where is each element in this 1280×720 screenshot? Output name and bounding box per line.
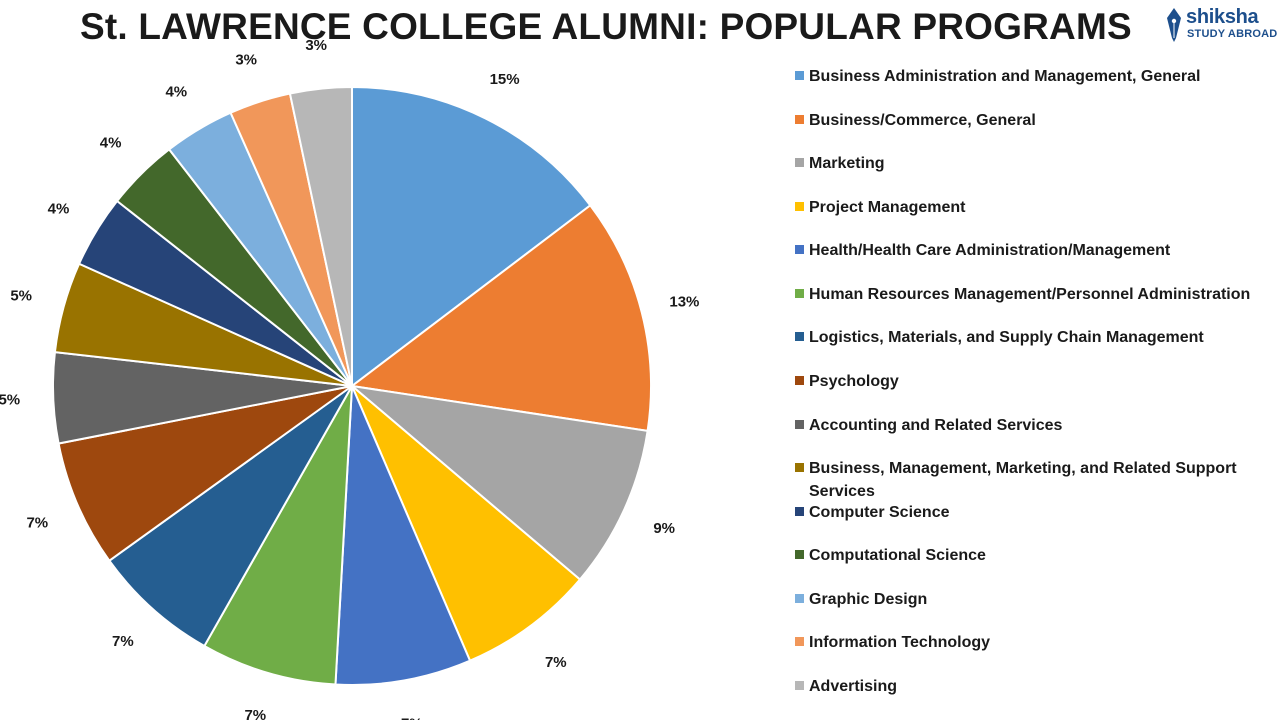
data-label-12: 4% <box>165 83 187 100</box>
legend-swatch <box>795 376 804 385</box>
logo-name: shiksha <box>1186 6 1259 28</box>
legend-swatch <box>795 289 804 298</box>
legend-swatch <box>795 637 804 646</box>
legend-swatch <box>795 115 804 124</box>
legend-label: Business, Management, Marketing, and Rel… <box>809 460 1237 500</box>
data-label-1: 13% <box>669 294 699 311</box>
legend-label: Human Resources Management/Personnel Adm… <box>809 286 1251 303</box>
chart-title: St. LAWRENCE COLLEGE ALUMNI: POPULAR PRO… <box>80 6 1132 47</box>
legend-label: Computational Science <box>809 547 986 564</box>
legend-label: Accounting and Related Services <box>809 417 1063 434</box>
data-label-4: 7% <box>401 716 423 720</box>
data-label-3: 7% <box>545 654 567 671</box>
pie-chart: 15% 13% 9% 7% 7% 7% 7% 7% 5% 5% 4% 4% 4% 3% 3% <box>0 37 699 720</box>
data-label-8: 5% <box>0 392 20 409</box>
pie-slice-3 <box>351 385 582 663</box>
legend-swatch <box>795 594 804 603</box>
pie-slice-4 <box>334 385 472 686</box>
legend-swatch <box>795 507 804 516</box>
shiksha-logo[interactable]: shiksha STUDY ABROAD <box>1166 6 1278 46</box>
legend-swatch <box>795 245 804 254</box>
pie-slice-0 <box>351 85 592 389</box>
legend-swatch <box>795 420 804 429</box>
data-label-13: 3% <box>235 52 257 69</box>
legend-swatch <box>795 463 804 472</box>
data-label-14: 3% <box>305 37 327 54</box>
logo-subtitle: STUDY ABROAD <box>1187 28 1278 40</box>
pie-slice-1 <box>349 203 652 433</box>
data-label-5: 7% <box>244 707 266 720</box>
pen-nib-icon <box>1167 8 1181 42</box>
data-label-10: 4% <box>48 200 70 217</box>
data-label-2: 9% <box>653 520 675 537</box>
legend-label: Marketing <box>809 155 885 172</box>
legend-label: Graphic Design <box>809 591 928 608</box>
legend-swatch <box>795 202 804 211</box>
legend-label: Logistics, Materials, and Supply Chain M… <box>809 329 1204 346</box>
legend-label: Advertising <box>809 678 898 695</box>
data-label-11: 4% <box>100 134 122 151</box>
legend-label: Business Administration and Management, … <box>809 68 1201 85</box>
pie-slice-14 <box>288 85 353 387</box>
legend-label: Health/Health Care Administration/Manage… <box>809 242 1171 259</box>
legend-swatch <box>795 158 804 167</box>
data-label-6: 7% <box>112 633 134 650</box>
legend-label: Project Management <box>809 199 966 216</box>
data-label-9: 5% <box>10 287 32 304</box>
pie-slice-6 <box>107 385 353 648</box>
legend-label: Business/Commerce, General <box>809 112 1036 129</box>
legend-swatch <box>795 681 804 690</box>
legend-label: Computer Science <box>809 504 950 521</box>
legend-swatch <box>795 71 804 80</box>
data-label-7: 7% <box>26 514 48 531</box>
pie-slice-2 <box>348 384 649 581</box>
pie-slice-5 <box>202 385 353 686</box>
legend-swatch <box>795 550 804 559</box>
legend-label: Information Technology <box>809 634 991 651</box>
data-label-0: 15% <box>490 71 520 88</box>
legend-swatch <box>795 332 804 341</box>
legend-label: Psychology <box>809 373 899 390</box>
